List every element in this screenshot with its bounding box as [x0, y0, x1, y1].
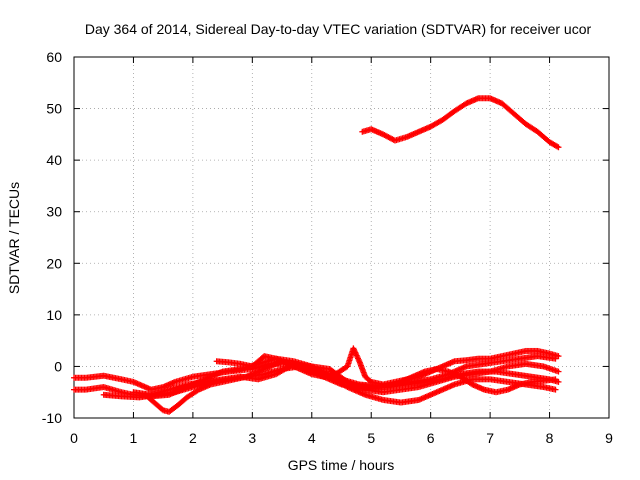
y-axis-label: SDTVAR / TECUs [6, 182, 22, 294]
x-tick-label: 5 [367, 430, 375, 446]
x-tick-label: 4 [308, 430, 316, 446]
x-tick-label: 6 [427, 430, 435, 446]
data-series [70, 94, 563, 416]
y-tick-label: 10 [46, 307, 62, 323]
x-tick-label: 7 [486, 430, 494, 446]
series-s1 [358, 94, 563, 151]
x-tick-label: 3 [248, 430, 256, 446]
y-tick-label: 20 [46, 255, 62, 271]
plot-frame [73, 56, 610, 419]
y-tick-label: 60 [46, 49, 62, 65]
chart-title: Day 364 of 2014, Sidereal Day-to-day VTE… [85, 21, 592, 37]
grid [74, 57, 609, 418]
y-tick-label: 0 [54, 358, 62, 374]
y-tick-label: 30 [46, 204, 62, 220]
x-tick-label: 9 [605, 430, 613, 446]
y-tick-label: 50 [46, 101, 62, 117]
x-tick-label: 8 [546, 430, 554, 446]
x-axis-label: GPS time / hours [288, 457, 395, 473]
x-tick-label: 2 [189, 430, 197, 446]
y-tick-label: 40 [46, 152, 62, 168]
x-tick-label: 1 [130, 430, 138, 446]
axis-ticks: 0 1 2 3 4 5 6 7 8 9 -10 0 10 20 30 40 50 60 [42, 49, 613, 446]
x-tick-label: 0 [70, 430, 78, 446]
y-tick-label: -10 [42, 410, 62, 426]
